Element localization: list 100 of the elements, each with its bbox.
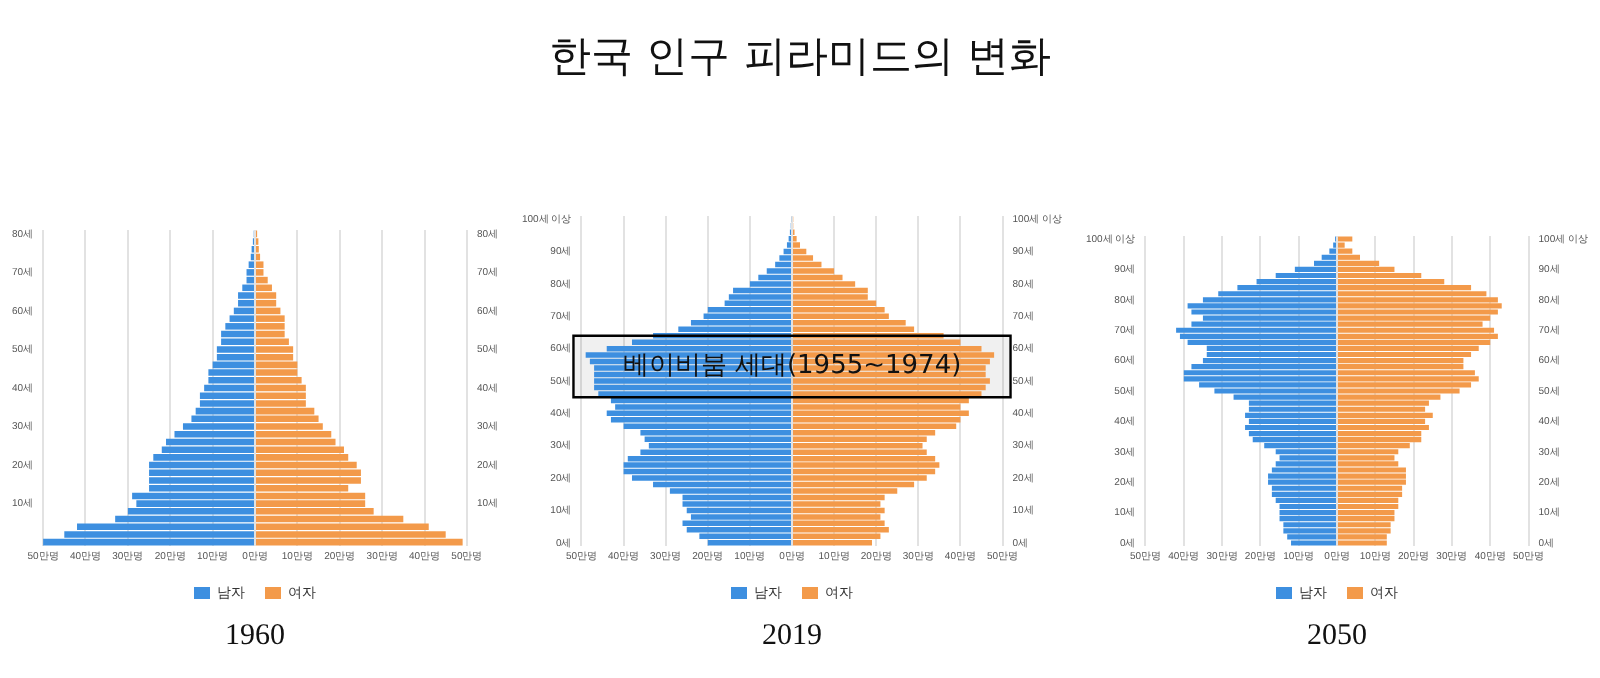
bar bbox=[1338, 497, 1399, 503]
bar bbox=[204, 384, 254, 392]
bar bbox=[793, 307, 885, 313]
bar bbox=[208, 377, 254, 384]
bar bbox=[1275, 497, 1336, 503]
text: 2019 bbox=[760, 620, 824, 654]
bar bbox=[793, 455, 936, 462]
bar bbox=[1338, 333, 1498, 339]
bar bbox=[793, 540, 872, 546]
bar bbox=[256, 292, 277, 299]
bar bbox=[1338, 418, 1426, 424]
bar bbox=[623, 462, 791, 468]
bar bbox=[256, 438, 336, 446]
bar bbox=[1338, 461, 1399, 467]
bar bbox=[610, 417, 791, 423]
bar bbox=[1176, 327, 1336, 333]
bar bbox=[256, 423, 323, 430]
bar bbox=[1245, 412, 1336, 418]
bar bbox=[793, 404, 961, 410]
bar bbox=[1338, 242, 1345, 248]
bar bbox=[1271, 467, 1336, 473]
bar bbox=[199, 400, 254, 407]
bar bbox=[1187, 339, 1336, 345]
bar bbox=[256, 338, 289, 346]
bar bbox=[1338, 516, 1395, 522]
bar bbox=[594, 384, 791, 391]
bar bbox=[793, 320, 906, 326]
bar bbox=[1338, 236, 1353, 242]
bar bbox=[199, 392, 254, 399]
bar bbox=[758, 274, 791, 281]
text: 한국 인구 피라미드의 변화 bbox=[546, 30, 1054, 84]
bar bbox=[256, 461, 357, 469]
bar bbox=[191, 415, 254, 423]
bar bbox=[1338, 473, 1406, 479]
bar bbox=[1338, 248, 1353, 254]
bar bbox=[256, 299, 277, 307]
bar bbox=[606, 410, 791, 417]
bar bbox=[1252, 437, 1336, 443]
bar bbox=[1338, 467, 1406, 473]
bar bbox=[256, 384, 306, 392]
bar bbox=[256, 400, 306, 407]
bar bbox=[793, 300, 877, 307]
bar bbox=[1338, 437, 1422, 443]
bar bbox=[256, 492, 366, 500]
bar bbox=[793, 533, 881, 540]
bar bbox=[1338, 485, 1403, 491]
bar bbox=[793, 384, 986, 391]
bar bbox=[1338, 503, 1399, 510]
bar bbox=[1338, 297, 1498, 303]
bar bbox=[256, 500, 366, 507]
bar bbox=[166, 438, 254, 446]
bar bbox=[1271, 485, 1336, 491]
bar bbox=[1287, 534, 1336, 540]
bar bbox=[256, 407, 315, 415]
bar bbox=[195, 407, 254, 415]
bar bbox=[1338, 315, 1491, 321]
bar bbox=[1271, 491, 1336, 497]
bar bbox=[212, 361, 254, 369]
bar bbox=[1338, 491, 1403, 497]
bar bbox=[238, 299, 254, 307]
bar bbox=[1191, 364, 1336, 370]
bar bbox=[793, 462, 940, 468]
bar bbox=[793, 468, 936, 475]
bar bbox=[256, 430, 332, 438]
text: 2050 bbox=[1305, 620, 1369, 654]
bar bbox=[1338, 382, 1472, 388]
bar bbox=[1338, 424, 1429, 431]
bar bbox=[775, 261, 791, 268]
bar bbox=[43, 538, 254, 546]
bar bbox=[256, 361, 298, 369]
bar bbox=[256, 353, 294, 361]
bar bbox=[1338, 376, 1479, 382]
bar bbox=[793, 527, 889, 533]
bar bbox=[793, 410, 969, 417]
bar bbox=[1321, 254, 1336, 260]
bar bbox=[793, 514, 881, 520]
bar bbox=[631, 475, 791, 481]
bar bbox=[1338, 534, 1387, 540]
bar bbox=[1291, 540, 1336, 546]
bar bbox=[627, 455, 791, 462]
bar bbox=[256, 392, 306, 399]
bar bbox=[1338, 303, 1502, 309]
bar bbox=[229, 315, 254, 322]
bar bbox=[256, 284, 272, 292]
bar bbox=[793, 417, 961, 423]
bar bbox=[1338, 509, 1395, 516]
bar bbox=[256, 315, 285, 322]
bar bbox=[1338, 309, 1498, 315]
bar bbox=[1283, 528, 1336, 534]
bar bbox=[216, 353, 254, 361]
bar bbox=[182, 423, 254, 430]
bar bbox=[149, 469, 254, 477]
bar bbox=[779, 255, 791, 261]
bar bbox=[149, 461, 254, 469]
bar bbox=[1338, 339, 1491, 345]
bar bbox=[256, 477, 361, 484]
bar bbox=[1248, 406, 1336, 412]
bar bbox=[1275, 461, 1336, 467]
bar bbox=[1245, 424, 1336, 431]
bar bbox=[1338, 430, 1422, 437]
